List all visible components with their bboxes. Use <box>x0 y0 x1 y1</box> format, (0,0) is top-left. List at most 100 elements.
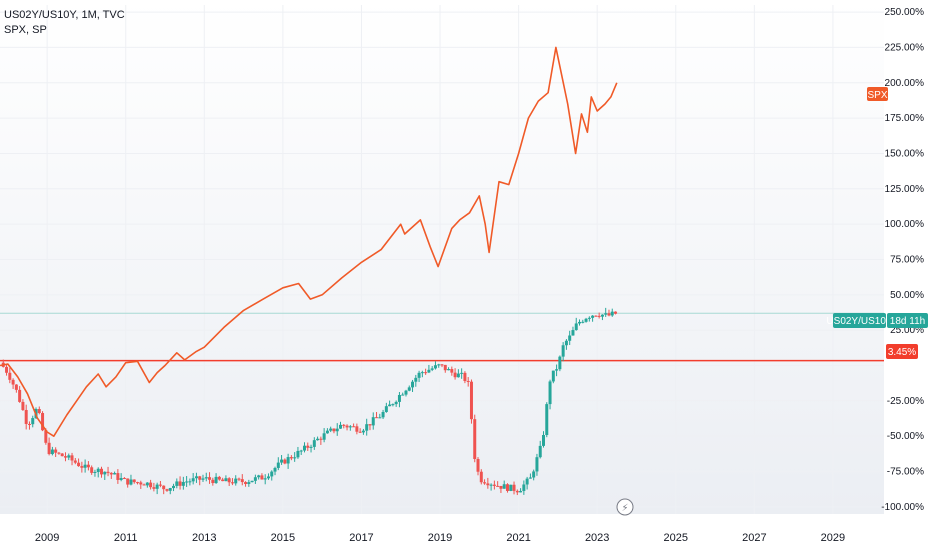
legend-primary[interactable]: US02Y/US10Y, 1M, TVC <box>4 9 125 21</box>
candle <box>302 442 306 453</box>
candle <box>358 428 362 433</box>
candle-body <box>551 370 555 382</box>
legend-secondary[interactable]: SPX, SP <box>4 24 47 36</box>
candle <box>54 447 58 458</box>
candle <box>57 451 61 455</box>
candle <box>227 477 231 486</box>
candle <box>77 458 81 467</box>
candle-body <box>587 317 591 319</box>
candle <box>417 370 421 383</box>
candle-body <box>325 430 329 434</box>
candle-body <box>375 417 379 419</box>
candle-body <box>188 481 192 483</box>
candle <box>158 480 162 488</box>
candle <box>240 474 244 486</box>
candle-body <box>37 409 41 414</box>
candle-body <box>67 455 71 458</box>
candle-body <box>119 478 123 480</box>
candle <box>469 379 473 424</box>
candle <box>512 481 516 495</box>
candlestick-series <box>1 307 618 496</box>
candle-body <box>496 485 500 487</box>
grid <box>0 5 884 514</box>
candle-body <box>414 377 418 382</box>
candle <box>263 474 267 485</box>
candle <box>181 476 185 490</box>
y-tick-label: 50.00% <box>890 290 924 301</box>
candle-body <box>378 417 382 419</box>
candle <box>283 458 287 465</box>
y-tick-label: 250.00% <box>885 7 925 18</box>
candle <box>211 477 215 486</box>
candle <box>319 436 323 445</box>
candle <box>502 480 506 489</box>
y-tick-label: -25.00% <box>887 396 924 407</box>
candle <box>499 485 503 493</box>
candle <box>555 364 559 377</box>
candle-body <box>302 445 306 451</box>
candle-body <box>352 426 356 428</box>
candle <box>27 421 31 430</box>
candle <box>614 311 618 315</box>
candle <box>365 418 369 436</box>
x-tick-label: 2011 <box>114 532 138 544</box>
candle <box>70 452 74 466</box>
candle <box>129 474 133 486</box>
candle <box>407 385 411 392</box>
candle-body <box>492 484 496 486</box>
candle <box>584 317 588 323</box>
candle-body <box>358 431 362 433</box>
candle <box>505 483 509 493</box>
scale-marker[interactable]: ⚡ <box>616 498 634 516</box>
candle <box>607 309 611 317</box>
candle-body <box>175 481 179 486</box>
time-axis-background <box>0 514 932 550</box>
candle <box>139 480 143 489</box>
candle <box>214 473 218 484</box>
candle-body <box>54 449 58 453</box>
candle <box>600 314 604 321</box>
candle <box>427 364 431 374</box>
candle <box>63 452 67 462</box>
candle <box>355 423 359 435</box>
pair-tag: US02Y/US10Y 18d 11h <box>826 313 928 328</box>
candle-body <box>165 489 169 491</box>
candle <box>519 488 523 493</box>
candle <box>286 453 290 469</box>
candle <box>194 472 198 483</box>
y-tick-label: -100.00% <box>881 502 924 513</box>
candle-body <box>368 424 372 426</box>
x-tick-label: 2029 <box>821 532 845 544</box>
candle <box>155 482 159 495</box>
candle-body <box>388 404 392 407</box>
candle <box>37 406 41 415</box>
candle <box>591 315 595 322</box>
candle-body <box>191 478 195 482</box>
candle <box>368 424 372 431</box>
candle <box>528 473 532 479</box>
candle-body <box>420 372 424 374</box>
candle-body <box>70 455 74 461</box>
candle-body <box>535 457 539 472</box>
candle <box>11 378 15 389</box>
candle <box>594 315 598 317</box>
candle-body <box>129 479 133 485</box>
candle <box>420 370 424 378</box>
candle-body <box>614 311 618 314</box>
candle-body <box>610 311 614 316</box>
candle-body <box>335 428 339 432</box>
y-tick-label: 25.00% <box>890 325 924 336</box>
candle <box>198 475 202 486</box>
candle-body <box>391 404 395 406</box>
candle <box>342 423 346 429</box>
hline-tag-bg <box>886 344 918 359</box>
candle-body <box>381 411 385 418</box>
candle <box>394 400 398 407</box>
candle <box>5 364 9 376</box>
candle-body <box>260 475 264 480</box>
scale-marker-circle[interactable] <box>616 498 634 516</box>
candle-body <box>201 478 205 480</box>
candle-body <box>155 484 159 489</box>
candle <box>375 412 379 419</box>
